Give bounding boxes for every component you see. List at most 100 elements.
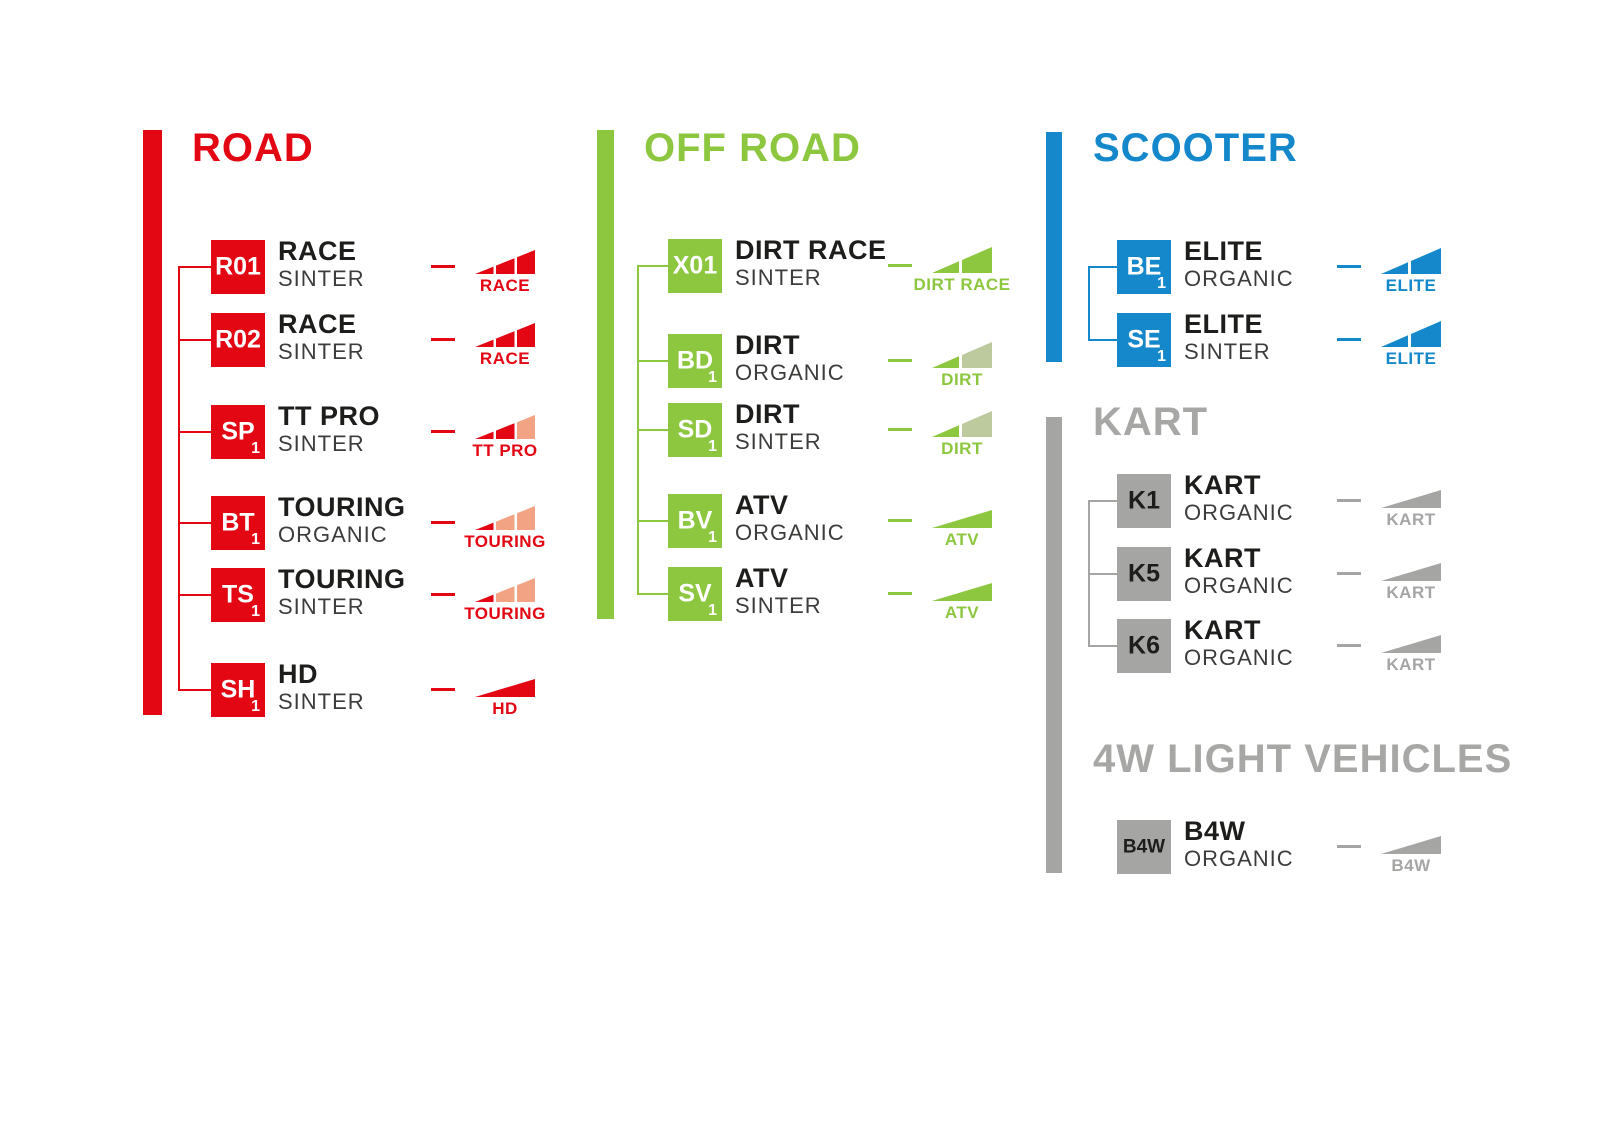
product-code: SE <box>1127 325 1161 354</box>
product-code-box: BT 1 <box>211 496 265 550</box>
product-code-box: BD 1 <box>668 334 722 388</box>
tree-vertical-line <box>178 267 180 690</box>
tree-branch-line <box>637 265 668 267</box>
product-code-box: SE 1 <box>1117 313 1171 367</box>
performance-icon-label: DIRT RACE <box>913 275 1011 294</box>
product-code-box: SD 1 <box>668 403 722 457</box>
product-row-sp1: SP 1 TT PRO SINTER TT PRO <box>211 401 911 459</box>
performance-triangle-icon <box>1381 490 1441 508</box>
product-code-box: K6 <box>1117 619 1171 673</box>
product-code: BE <box>1126 252 1162 281</box>
performance-triangle-icon <box>1381 836 1441 854</box>
performance-triangle-icon <box>1381 248 1441 274</box>
product-row-k5: K5 KART ORGANIC KART <box>1117 543 1600 601</box>
product-row-k6: K6 KART ORGANIC KART <box>1117 615 1600 673</box>
product-code-box: K5 <box>1117 547 1171 601</box>
product-name: HD <box>278 659 318 689</box>
performance-triangle-icon <box>1381 321 1441 347</box>
product-name: ATV <box>735 490 789 520</box>
product-code-box: R01 <box>211 240 265 294</box>
tree-branch-line <box>178 266 211 268</box>
product-material: SINTER <box>735 265 822 290</box>
offroad-section-title: OFF ROAD <box>644 126 861 170</box>
product-code-subscript: 1 <box>251 698 260 715</box>
product-material: ORGANIC <box>735 520 845 545</box>
product-code: SP <box>221 417 255 446</box>
connector-dash <box>431 265 455 268</box>
connector-dash <box>1337 572 1361 575</box>
performance-triangle-icon <box>932 411 992 437</box>
performance-icon-label: ELITE <box>1385 276 1437 295</box>
product-code: TS <box>222 580 254 609</box>
connector-dash <box>431 338 455 341</box>
performance-triangle-icon <box>932 583 992 601</box>
product-row-se1: SE 1 ELITE SINTER ELITE <box>1117 309 1600 367</box>
performance-triangle-icon <box>475 679 535 697</box>
performance-icon-group: ELITE <box>1381 240 1441 294</box>
product-material: ORGANIC <box>1184 266 1294 291</box>
product-name: KART <box>1184 543 1261 573</box>
product-material: ORGANIC <box>278 522 388 547</box>
performance-icon-label: DIRT <box>941 439 983 458</box>
product-code-box: B4W <box>1117 820 1171 874</box>
lightvehicles-section-title: 4W LIGHT VEHICLES <box>1093 737 1513 781</box>
tree-branch-line <box>1088 339 1117 341</box>
performance-triangle-icon <box>932 510 992 528</box>
tree-vertical-line <box>1088 267 1090 340</box>
tree-branch-line <box>1088 645 1117 647</box>
tree-branch-line <box>637 429 668 431</box>
tree-branch-line <box>1088 500 1117 502</box>
product-code-subscript: 1 <box>251 440 260 457</box>
performance-icon-group: ELITE <box>1381 313 1441 367</box>
product-code: BT <box>221 508 255 537</box>
performance-triangle-icon <box>475 415 535 439</box>
scooter-section-bar <box>1046 132 1062 362</box>
product-material: SINTER <box>735 593 822 618</box>
performance-icon-label: ATV <box>944 530 980 549</box>
performance-icon-group: TOURING <box>464 568 545 622</box>
tree-branch-line <box>178 594 211 596</box>
product-name: B4W <box>1184 816 1246 846</box>
road-section-bar <box>143 130 162 715</box>
product-code: B4W <box>1122 836 1166 858</box>
tree-branch-line <box>637 360 668 362</box>
product-name: DIRT <box>735 399 800 429</box>
performance-icon-label: ELITE <box>1385 349 1437 368</box>
performance-icon-label: RACE <box>479 349 531 368</box>
performance-triangle-icon <box>475 250 535 274</box>
performance-triangle-icon <box>932 247 992 273</box>
tree-branch-line <box>637 593 668 595</box>
product-row-bd1: BD 1 DIRT ORGANIC DIRT <box>668 330 1368 389</box>
product-material: ORGANIC <box>1184 500 1294 525</box>
product-row-bv1: BV 1 ATV ORGANIC ATV <box>668 490 1368 549</box>
product-material: SINTER <box>278 339 365 364</box>
performance-icon-group: TOURING <box>464 496 545 550</box>
product-name: ELITE <box>1184 236 1264 266</box>
tree-branch-line <box>178 522 211 524</box>
product-row-r02: R02 RACE SINTER RACE <box>211 309 911 368</box>
performance-icon-group: KART <box>1381 547 1441 601</box>
performance-icon-label: ATV <box>944 603 980 622</box>
product-material: ORGANIC <box>1184 573 1294 598</box>
product-code-subscript: 1 <box>708 602 717 619</box>
product-code-box: K1 <box>1117 474 1171 528</box>
connector-dash <box>431 430 455 433</box>
product-name: DIRT RACE <box>735 235 887 265</box>
product-row-sh1: SH 1 HD SINTER HD <box>211 659 911 717</box>
product-row-be1: BE 1 ELITE ORGANIC ELITE <box>1117 236 1600 294</box>
performance-icon-label: TOURING <box>464 532 546 551</box>
performance-triangle-icon <box>475 578 535 602</box>
performance-triangle-icon <box>1381 563 1441 581</box>
performance-icon-label: KART <box>1386 583 1436 602</box>
performance-icon-label: DIRT <box>941 370 983 389</box>
product-row-bt1: BT 1 TOURING ORGANIC TOURING <box>211 492 911 550</box>
performance-icon-label: B4W <box>1391 856 1431 875</box>
tree-branch-line <box>178 431 211 433</box>
performance-icon-label: TOURING <box>464 604 546 623</box>
performance-icon-group: HD <box>475 663 535 717</box>
product-name: RACE <box>278 236 357 266</box>
product-row-ts1: TS 1 TOURING SINTER TOURING <box>211 564 911 622</box>
product-row-x01: X01 DIRT RACE SINTER DIRT RACE <box>668 235 1368 294</box>
product-code: R02 <box>215 325 261 354</box>
product-code: X01 <box>672 251 718 280</box>
